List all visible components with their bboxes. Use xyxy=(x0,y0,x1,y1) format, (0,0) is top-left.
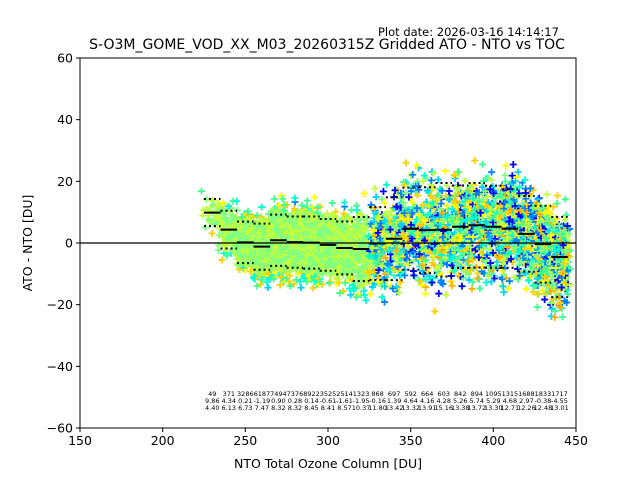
scatter-point xyxy=(421,290,429,298)
scatter-point xyxy=(218,256,226,264)
scatter-point xyxy=(222,224,230,232)
scatter-point xyxy=(488,168,496,176)
scatter-point xyxy=(434,176,442,184)
scatter-point xyxy=(233,197,241,205)
scatter-point xyxy=(224,202,232,210)
scatter-point xyxy=(328,199,336,207)
scatter-point xyxy=(366,290,374,298)
scatter-point xyxy=(411,273,419,281)
scatter-point xyxy=(379,187,387,195)
scatter-point xyxy=(208,229,216,237)
scatter-point xyxy=(435,290,443,298)
scatter-point xyxy=(206,216,214,224)
scatter-point xyxy=(270,195,278,203)
scatter-point xyxy=(441,167,449,175)
scatter-point xyxy=(360,189,368,197)
scatter-point xyxy=(236,224,244,232)
scatter-point xyxy=(402,159,410,167)
scatter-point xyxy=(241,243,249,251)
scatter-point xyxy=(209,201,217,209)
scatter-point xyxy=(501,171,509,179)
scatter-point xyxy=(448,282,456,290)
scatter-point xyxy=(371,184,379,192)
scatter-point xyxy=(303,197,311,205)
scatter-point xyxy=(259,261,267,269)
scatter-point xyxy=(219,199,227,207)
scatter-point xyxy=(458,282,466,290)
scatter-point xyxy=(244,207,252,215)
scatter-point xyxy=(208,197,216,205)
scatter-point xyxy=(310,193,318,201)
scatter-point xyxy=(258,203,266,211)
scatter-point xyxy=(223,252,231,260)
scatter-point xyxy=(277,273,285,281)
scatter-point xyxy=(197,187,205,195)
scatter-point xyxy=(409,267,417,275)
scatter-point xyxy=(509,161,517,169)
plot-date: Plot date: 2026-03-16 14:14:17 xyxy=(378,25,559,39)
scatter-point xyxy=(482,278,490,286)
scatter-point xyxy=(383,181,391,189)
scatter-point xyxy=(239,213,247,221)
scatter-point xyxy=(255,259,263,267)
scatter-point xyxy=(297,284,305,292)
scatter-point xyxy=(247,268,255,276)
scatter-point xyxy=(228,211,236,219)
scatter-points xyxy=(197,157,574,321)
scatter-point xyxy=(253,282,261,290)
scatter-point xyxy=(502,162,510,170)
scatter-point xyxy=(442,291,450,299)
scatter-point xyxy=(253,211,261,219)
scatter-point xyxy=(325,279,333,287)
scatter-point xyxy=(437,186,445,194)
scatter-point xyxy=(233,206,241,214)
scatter-point xyxy=(219,219,227,227)
scatter-point xyxy=(276,281,284,289)
scatter-point xyxy=(201,223,209,231)
scatter-point xyxy=(218,200,226,208)
scatter-point xyxy=(261,258,269,266)
scatter-point xyxy=(468,285,476,293)
scatter-point xyxy=(255,229,263,237)
scatter-point xyxy=(202,196,210,204)
scatter-point xyxy=(476,284,484,292)
scatter-point xyxy=(479,160,487,168)
scatter-point xyxy=(340,199,348,207)
scatter-point xyxy=(258,276,266,284)
scatter-point xyxy=(213,213,221,221)
scatter-point xyxy=(431,307,439,315)
scatter-point xyxy=(250,272,258,280)
chart-title: S-O3M_GOME_VOD_XX_M03_20260315Z Gridded … xyxy=(89,37,565,53)
scatter-point xyxy=(471,157,479,165)
scatter-point xyxy=(291,194,299,202)
scatter-point xyxy=(251,247,259,255)
scatter-point xyxy=(248,224,256,232)
scatter-point xyxy=(461,177,469,185)
scatter-point xyxy=(220,231,228,239)
scatter-point xyxy=(249,232,257,240)
scatter-point xyxy=(226,231,234,239)
scatter-point xyxy=(257,217,265,225)
scatter-point xyxy=(247,215,255,223)
scatter-point xyxy=(220,215,228,223)
scatter-point xyxy=(258,235,266,243)
scatter-point xyxy=(264,284,272,292)
